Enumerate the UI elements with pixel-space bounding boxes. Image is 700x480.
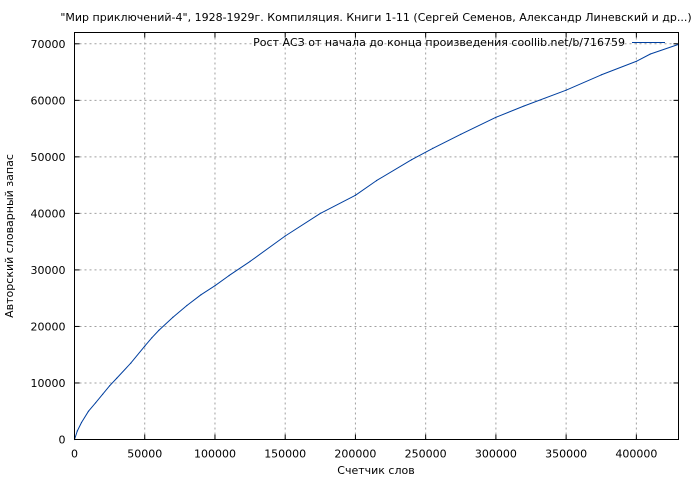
data-point <box>249 260 251 262</box>
x-tick-label: 350000 <box>545 448 587 461</box>
data-point <box>116 377 118 379</box>
data-point <box>284 235 286 237</box>
data-point <box>460 133 462 135</box>
legend-label: Рост АСЗ от начала до конца произведения… <box>253 36 625 49</box>
data-point <box>186 304 188 307</box>
data-point <box>523 105 525 107</box>
series-line <box>74 43 679 440</box>
data-point <box>172 316 174 318</box>
data-point <box>109 385 111 387</box>
x-tick-label: 300000 <box>475 448 517 461</box>
data-point <box>76 430 78 432</box>
x-tick-label: 100000 <box>194 448 236 461</box>
data-point <box>649 53 652 55</box>
data-point <box>565 89 567 91</box>
data-point <box>102 393 104 395</box>
data-point <box>375 180 378 182</box>
y-tick-label: 20000 <box>31 320 66 333</box>
y-axis-title: Авторский словарный запас <box>3 154 16 318</box>
data-point <box>319 212 321 214</box>
data-point <box>354 194 356 196</box>
data-point <box>151 337 153 339</box>
y-tick-label: 0 <box>59 434 66 447</box>
data-point <box>130 362 132 364</box>
data-point <box>80 421 83 424</box>
y-tick-label: 60000 <box>31 94 66 107</box>
data-point <box>635 60 638 62</box>
grid <box>74 32 679 440</box>
x-tick-label: 0 <box>71 448 78 461</box>
data-point <box>411 159 413 161</box>
data-point <box>214 285 216 287</box>
data-point <box>600 74 602 76</box>
y-tick-label: 40000 <box>31 207 66 220</box>
data-point <box>228 275 230 277</box>
data-point <box>200 294 202 296</box>
axis-ticks: 0 50000 100000 150000 200000 250000 300000 3500… <box>31 32 679 461</box>
chart-title: "Мир приключений-4", 1928-1929г. Компиля… <box>60 11 691 24</box>
data-point <box>144 345 146 347</box>
y-tick-label: 10000 <box>31 377 66 390</box>
data-point <box>95 402 97 404</box>
y-tick-label: 30000 <box>31 264 66 277</box>
x-tick-label: 50000 <box>127 448 162 461</box>
y-tick-label: 70000 <box>31 38 66 51</box>
legend: Рост АСЗ от начала до конца произведения… <box>253 36 665 49</box>
y-tick-label: 50000 <box>31 151 66 164</box>
series-layer <box>73 43 680 441</box>
data-point <box>158 329 160 331</box>
x-axis-title: Счетчик слов <box>337 464 414 477</box>
x-tick-label: 150000 <box>264 448 306 461</box>
x-tick-label: 250000 <box>405 448 447 461</box>
plot-frame <box>74 32 679 440</box>
data-point <box>495 116 497 118</box>
x-tick-label: 200000 <box>334 448 376 461</box>
x-tick-label: 400000 <box>615 448 657 461</box>
data-point <box>87 410 90 412</box>
data-point <box>432 147 434 149</box>
